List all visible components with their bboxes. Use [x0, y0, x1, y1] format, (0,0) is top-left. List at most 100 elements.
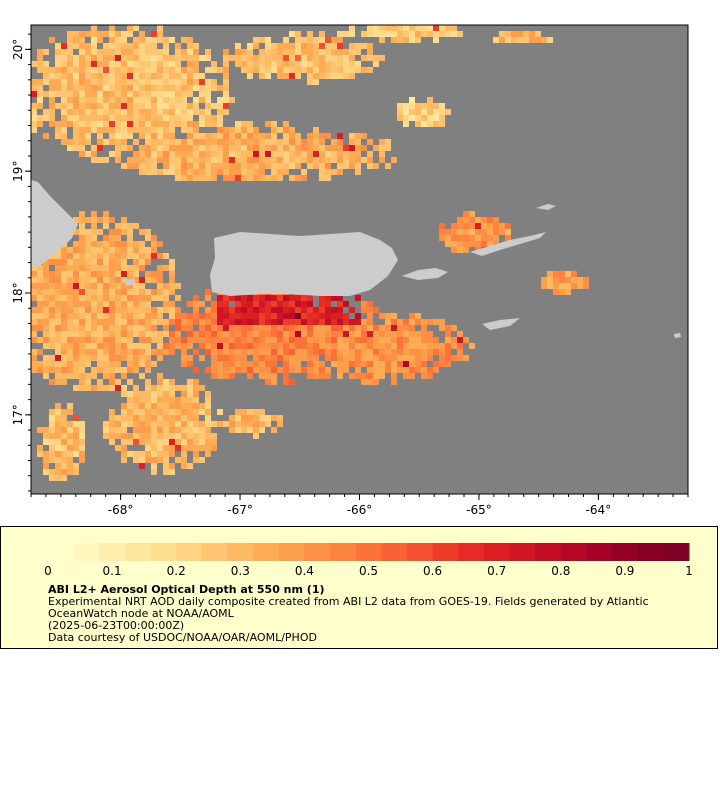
aod-cell — [265, 361, 271, 367]
aod-cell — [127, 55, 133, 61]
aod-cell — [247, 319, 253, 325]
aod-cell — [307, 133, 313, 139]
aod-cell — [229, 421, 235, 427]
aod-cell — [253, 157, 259, 163]
aod-cell — [175, 427, 181, 433]
aod-cell — [301, 325, 307, 331]
aod-cell — [313, 79, 319, 85]
aod-cell — [181, 457, 187, 463]
aod-cell — [79, 103, 85, 109]
aod-cell — [355, 343, 361, 349]
aod-cell — [163, 67, 169, 73]
aod-cell — [127, 283, 133, 289]
colorbar-tick-label: 0.4 — [295, 564, 314, 578]
aod-cell — [115, 43, 121, 49]
aod-cell — [199, 169, 205, 175]
aod-cell — [295, 361, 301, 367]
aod-cell — [61, 121, 67, 127]
aod-cell — [187, 439, 193, 445]
aod-cell — [337, 151, 343, 157]
aod-cell — [145, 367, 151, 373]
aod-cell — [145, 427, 151, 433]
aod-cell — [43, 463, 49, 469]
aod-cell — [103, 319, 109, 325]
aod-cell — [331, 37, 337, 43]
aod-cell — [67, 67, 73, 73]
aod-cell — [331, 295, 337, 301]
aod-cell — [115, 79, 121, 85]
aod-cell — [307, 325, 313, 331]
aod-cell — [337, 43, 343, 49]
aod-cell — [43, 469, 49, 475]
aod-cell — [139, 349, 145, 355]
aod-cell — [91, 253, 97, 259]
aod-cell — [229, 373, 235, 379]
hispaniola-land — [31, 180, 78, 268]
aod-cell — [295, 367, 301, 373]
aod-cell — [469, 223, 475, 229]
aod-cell — [67, 97, 73, 103]
aod-cell — [445, 325, 451, 331]
aod-cell — [367, 307, 373, 313]
aod-cell — [193, 379, 199, 385]
aod-cell — [283, 325, 289, 331]
aod-cell — [139, 301, 145, 307]
aod-cell — [217, 121, 223, 127]
aod-cell — [205, 115, 211, 121]
aod-cell — [79, 139, 85, 145]
aod-cell — [169, 469, 175, 475]
aod-cell — [241, 337, 247, 343]
aod-cell — [169, 349, 175, 355]
aod-cell — [169, 259, 175, 265]
aod-cell — [139, 43, 145, 49]
aod-cell — [193, 409, 199, 415]
aod-cell — [277, 73, 283, 79]
aod-cell — [283, 295, 289, 301]
aod-cell — [415, 25, 421, 31]
aod-cell — [259, 415, 265, 421]
aod-cell — [79, 439, 85, 445]
aod-cell — [379, 55, 385, 61]
aod-cell — [427, 25, 433, 31]
aod-cell — [151, 463, 157, 469]
colorbar-cell — [355, 543, 382, 561]
aod-cell — [61, 265, 67, 271]
aod-cell — [85, 49, 91, 55]
aod-cell — [193, 427, 199, 433]
aod-cell — [223, 349, 229, 355]
aod-cell — [97, 319, 103, 325]
aod-cell — [475, 229, 481, 235]
aod-cell — [271, 67, 277, 73]
aod-cell — [79, 361, 85, 367]
aod-cell — [67, 277, 73, 283]
aod-cell — [349, 319, 355, 325]
aod-cell — [259, 139, 265, 145]
aod-cell — [301, 139, 307, 145]
aod-cell — [385, 337, 391, 343]
aod-cell — [247, 331, 253, 337]
aod-cell — [109, 265, 115, 271]
aod-cell — [97, 37, 103, 43]
aod-cell — [289, 31, 295, 37]
aod-cell — [241, 325, 247, 331]
aod-map[interactable]: -68° -67° -66° -65° -64° 17°18°19°20° — [0, 0, 720, 520]
aod-cell — [133, 427, 139, 433]
aod-cell — [103, 259, 109, 265]
aod-cell — [259, 163, 265, 169]
aod-cell — [307, 61, 313, 67]
aod-cell — [265, 151, 271, 157]
aod-cell — [295, 319, 301, 325]
aod-cell — [163, 253, 169, 259]
aod-cell — [211, 61, 217, 67]
aod-cell — [193, 307, 199, 313]
aod-cell — [175, 283, 181, 289]
aod-cell — [109, 217, 115, 223]
aod-cell — [127, 349, 133, 355]
aod-cell — [349, 373, 355, 379]
aod-cell — [427, 343, 433, 349]
aod-cell — [61, 313, 67, 319]
aod-cell — [337, 349, 343, 355]
aod-cell — [187, 463, 193, 469]
aod-cell — [61, 277, 67, 283]
aod-cell — [325, 55, 331, 61]
